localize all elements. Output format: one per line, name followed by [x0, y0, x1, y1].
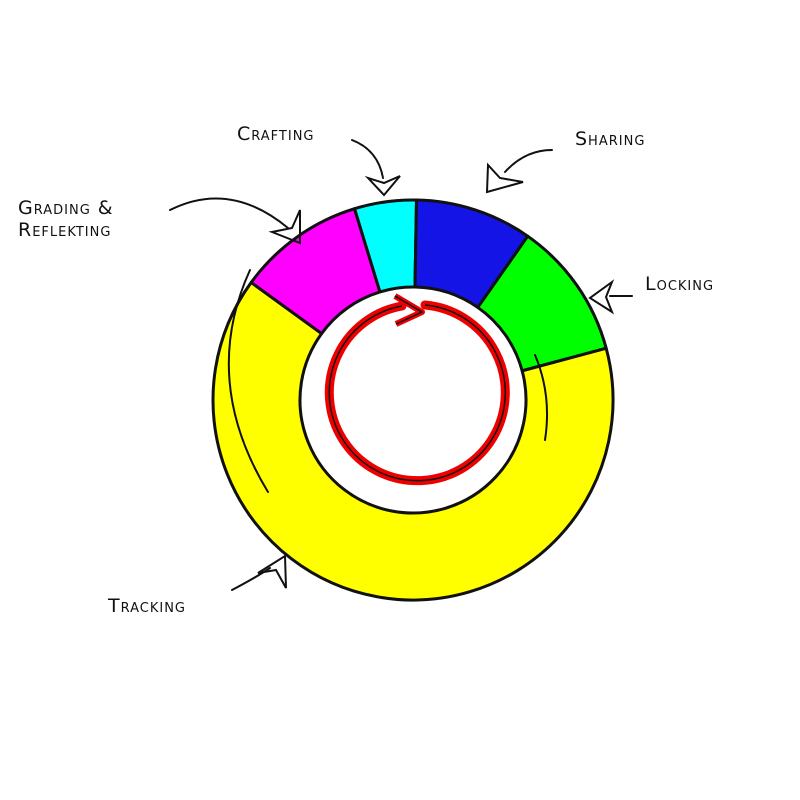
node-label: Grading &	[18, 197, 114, 219]
ring-segment	[476, 234, 608, 373]
node-label: Crafting	[237, 123, 315, 145]
cycle-ring	[211, 198, 615, 602]
sketch-arc	[227, 269, 269, 493]
node-label: Locking	[645, 273, 714, 295]
node-label: Tracking	[107, 595, 186, 617]
label-arrow	[169, 139, 633, 591]
node-label: Sharing	[575, 128, 645, 150]
node-label: Reflekting	[18, 219, 111, 241]
sketch-arc	[534, 354, 549, 441]
ring-segment	[211, 280, 615, 602]
cycle-arrow	[324, 293, 510, 486]
